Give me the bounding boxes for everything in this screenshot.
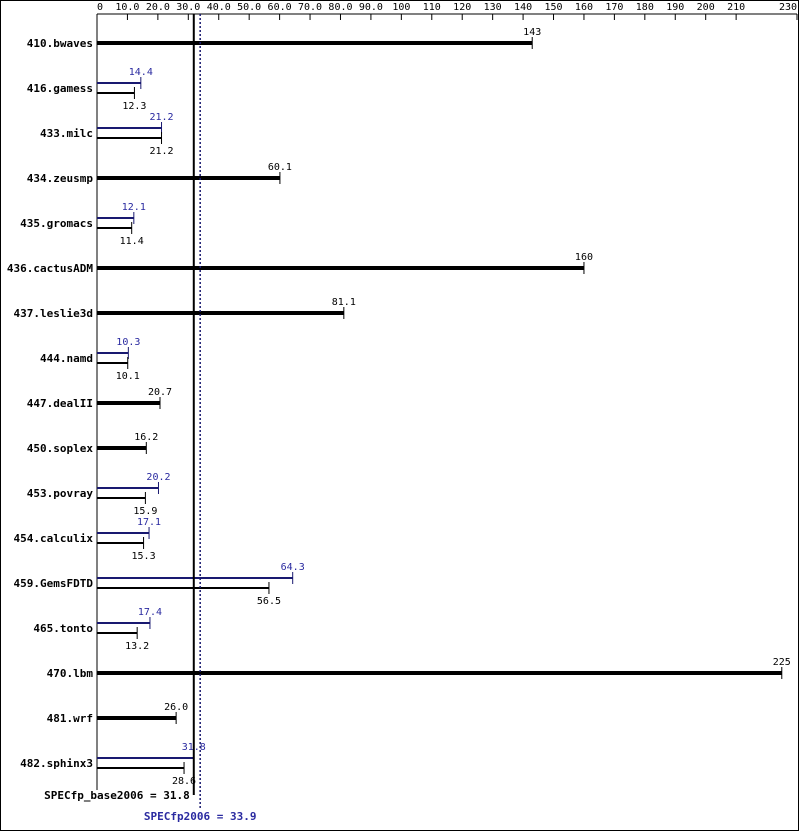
x-tick-label: 0	[97, 2, 103, 13]
value-label: 28.6	[172, 776, 196, 787]
value-label: 20.2	[146, 472, 170, 483]
category-label: 470.lbm	[47, 667, 94, 680]
category-label: 437.leslie3d	[14, 307, 93, 320]
category-label: 416.gamess	[27, 82, 93, 95]
value-label: 13.2	[125, 641, 149, 652]
value-label: 64.3	[281, 562, 305, 573]
x-tick-label: 180	[636, 2, 654, 13]
x-tick-label: 140	[514, 2, 532, 13]
x-tick-label: 150	[544, 2, 562, 13]
value-label: 15.9	[133, 506, 157, 517]
category-label: 435.gromacs	[20, 217, 93, 230]
category-label: 434.zeusmp	[27, 172, 94, 185]
value-label: 14.4	[129, 67, 153, 78]
value-label: 21.2	[149, 112, 173, 123]
x-tick-label: 160	[575, 2, 593, 13]
value-label: 15.3	[132, 551, 156, 562]
x-tick-label: 40.0	[207, 2, 231, 13]
value-label: 12.3	[122, 101, 146, 112]
x-tick-label: 170	[605, 2, 623, 13]
x-tick-label: 20.0	[146, 2, 170, 13]
category-label: 447.dealII	[27, 397, 93, 410]
value-label: 60.1	[268, 162, 292, 173]
category-label: 459.GemsFDTD	[14, 577, 94, 590]
x-tick-label: 60.0	[268, 2, 292, 13]
x-tick-label: 90.0	[359, 2, 383, 13]
value-label: 10.1	[116, 371, 140, 382]
value-label: 160	[575, 252, 593, 263]
category-label: 436.cactusADM	[7, 262, 93, 275]
category-label: 453.povray	[27, 487, 94, 500]
value-label: 225	[773, 657, 791, 668]
value-label: 17.4	[138, 607, 162, 618]
category-label: 481.wrf	[47, 712, 93, 725]
x-tick-label: 30.0	[176, 2, 200, 13]
x-tick-label: 200	[697, 2, 715, 13]
category-label: 410.bwaves	[27, 37, 93, 50]
category-label: 450.soplex	[27, 442, 94, 455]
x-tick-label: 120	[453, 2, 471, 13]
category-label: 444.namd	[40, 352, 93, 365]
value-label: 56.5	[257, 596, 281, 607]
category-label: 433.milc	[40, 127, 93, 140]
value-label: 20.7	[148, 387, 172, 398]
category-label: 454.calculix	[14, 532, 94, 545]
x-tick-label: 110	[423, 2, 441, 13]
reference-label: SPECfp_base2006 = 31.8	[44, 789, 190, 802]
x-tick-label: 80.0	[328, 2, 352, 13]
value-label: 11.4	[120, 236, 144, 247]
reference-label: SPECfp2006 = 33.9	[144, 810, 257, 823]
category-label: 465.tonto	[33, 622, 93, 635]
x-tick-label: 50.0	[237, 2, 261, 13]
x-tick-label: 100	[392, 2, 410, 13]
value-label: 81.1	[332, 297, 356, 308]
value-label: 16.2	[134, 432, 158, 443]
x-tick-label: 10.0	[115, 2, 139, 13]
value-label: 26.0	[164, 702, 188, 713]
x-tick-label: 230	[779, 2, 797, 13]
value-label: 21.2	[149, 146, 173, 157]
x-tick-label: 130	[484, 2, 502, 13]
category-label: 482.sphinx3	[20, 757, 93, 770]
value-label: 12.1	[122, 202, 146, 213]
value-label: 17.1	[137, 517, 161, 528]
x-tick-label: 210	[727, 2, 745, 13]
value-label: 143	[523, 27, 541, 38]
value-label: 10.3	[116, 337, 140, 348]
x-tick-label: 190	[666, 2, 684, 13]
x-tick-label: 70.0	[298, 2, 322, 13]
